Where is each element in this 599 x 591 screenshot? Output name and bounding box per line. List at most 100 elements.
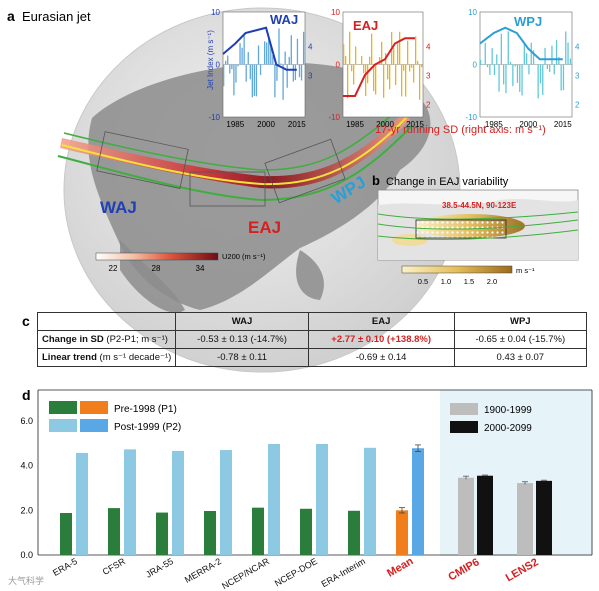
row-unit: (P2-P1; m s⁻¹): [106, 334, 168, 345]
annual-index-bar: [496, 54, 498, 65]
jet-index-axis-label: Jet Index (m s⁻¹): [206, 30, 215, 90]
y2-tick-label: 3: [308, 72, 313, 81]
annual-index-bar: [516, 64, 519, 83]
annual-index-bar: [544, 47, 546, 65]
category-label: MERRA-2: [183, 556, 223, 585]
sd-tick: 0.5: [418, 277, 428, 286]
legend-p1-label: Pre-1998 (P1): [114, 404, 177, 415]
annual-index-bar: [223, 64, 225, 87]
bar-p1: [348, 510, 360, 555]
annual-index-bar: [537, 64, 539, 99]
annual-index-bar: [264, 41, 266, 65]
table-cell: +2.77 ± 0.10 (+138.8%): [307, 330, 455, 349]
annual-index-bar: [343, 44, 345, 65]
annual-index-bar: [383, 64, 385, 98]
annual-index-bar: [296, 38, 299, 65]
sd-change-colorbar: 0.5 1.0 1.5 2.0 m s⁻¹: [401, 265, 535, 286]
table-header-row: WAJ EAJ WPJ: [36, 312, 588, 331]
category-label: CFSR: [101, 556, 128, 577]
y2-tick-label: 4: [575, 43, 580, 52]
annual-index-bar: [251, 64, 253, 98]
category-label: NCEP/NCAR: [220, 556, 271, 591]
x-tick-label: 1985: [226, 120, 244, 129]
y-tick-label: -10: [208, 113, 220, 122]
y2-tick-label: 3: [426, 72, 431, 81]
bar-p1: [60, 513, 72, 555]
bar-p1: [204, 511, 216, 555]
y-tick-label: -10: [328, 113, 340, 122]
annual-index-bar: [347, 64, 349, 99]
y-tick-label: 4.0: [20, 461, 33, 471]
running-sd-line: [222, 26, 297, 71]
annual-index-bar: [280, 63, 282, 65]
y-tick-label: 10: [468, 8, 477, 17]
row-unit: (m s⁻¹ decade⁻¹): [99, 352, 172, 363]
legend-p2-label: Post-1999 (P2): [114, 422, 181, 433]
col-header: WPJ: [453, 312, 588, 331]
u200-tick: 22: [109, 264, 118, 273]
annual-index-bar: [528, 64, 530, 75]
annual-index-bar: [227, 55, 229, 65]
annual-index-bar: [243, 34, 245, 65]
bar-p1: [156, 512, 168, 555]
legend-projection: 1900-1999 2000-2099: [450, 403, 532, 434]
annual-index-bar: [288, 56, 290, 65]
annual-index-bar: [229, 64, 231, 74]
annual-index-bar: [512, 64, 514, 87]
u200-tick: 34: [196, 264, 205, 273]
y-tick-label: 0: [336, 61, 341, 70]
annual-index-bar: [286, 64, 288, 88]
annual-index-bar: [231, 64, 233, 70]
annual-index-bar: [272, 55, 274, 65]
annual-index-bar: [505, 64, 507, 94]
annual-index-bar: [503, 64, 505, 85]
annual-index-bar: [259, 64, 262, 75]
x-tick-label: 1985: [485, 120, 503, 129]
y-tick-label: 0: [473, 61, 478, 70]
bar-1900-1999: [517, 483, 533, 555]
bar-p1: [252, 507, 264, 555]
stats-table: WAJ EAJ WPJ Change in SD (P2-P1; m s⁻¹) …: [36, 312, 588, 367]
row-label: Linear trend: [42, 352, 97, 363]
inset-title: WAJ: [270, 12, 298, 27]
panel-b-region: 38.5-44.5N, 90-123E: [442, 201, 517, 210]
panel-a-title: Eurasian jet: [22, 9, 91, 24]
annual-index-bar: [379, 57, 381, 65]
y2-tick-label: 2: [426, 100, 431, 109]
watermark: 大气科学: [8, 575, 44, 586]
annual-index-bar: [389, 64, 391, 90]
annual-index-bar: [284, 51, 286, 65]
annual-index-bar: [361, 56, 363, 65]
annual-index-bar: [419, 64, 421, 100]
category-label: ERA-5: [51, 556, 79, 578]
annual-index-bar: [274, 64, 276, 98]
annual-index-bar: [509, 61, 512, 65]
bar-p2: [412, 448, 424, 555]
u200-tick: 28: [152, 264, 161, 273]
annual-index-bar: [359, 64, 361, 66]
annual-index-bar: [367, 64, 369, 84]
bar-p2: [76, 452, 88, 555]
bar-2000-2099: [477, 475, 493, 555]
annual-index-bar: [247, 52, 249, 65]
annual-index-bar: [278, 28, 280, 65]
annual-index-bar: [225, 60, 227, 65]
annual-index-bar: [411, 64, 413, 68]
annual-index-bar: [546, 64, 548, 70]
panel-a-letter: a: [7, 8, 15, 24]
annual-index-bar: [233, 64, 235, 96]
category-label: ERA-Interim: [320, 556, 367, 589]
x-tick-label: 2015: [288, 120, 306, 129]
x-tick-label: 2015: [554, 120, 572, 129]
bar-p2: [364, 447, 376, 555]
annual-index-bar: [237, 64, 239, 67]
annual-index-bar: [365, 64, 367, 96]
y-tick-label: 0: [216, 61, 221, 70]
table-cell: -0.69 ± 0.14: [307, 348, 455, 367]
y-tick-label: 6.0: [20, 416, 33, 426]
annual-index-bar: [369, 56, 371, 65]
annual-index-bar: [530, 42, 532, 65]
annual-index-bar: [253, 64, 256, 96]
bar-p2: [220, 450, 232, 555]
